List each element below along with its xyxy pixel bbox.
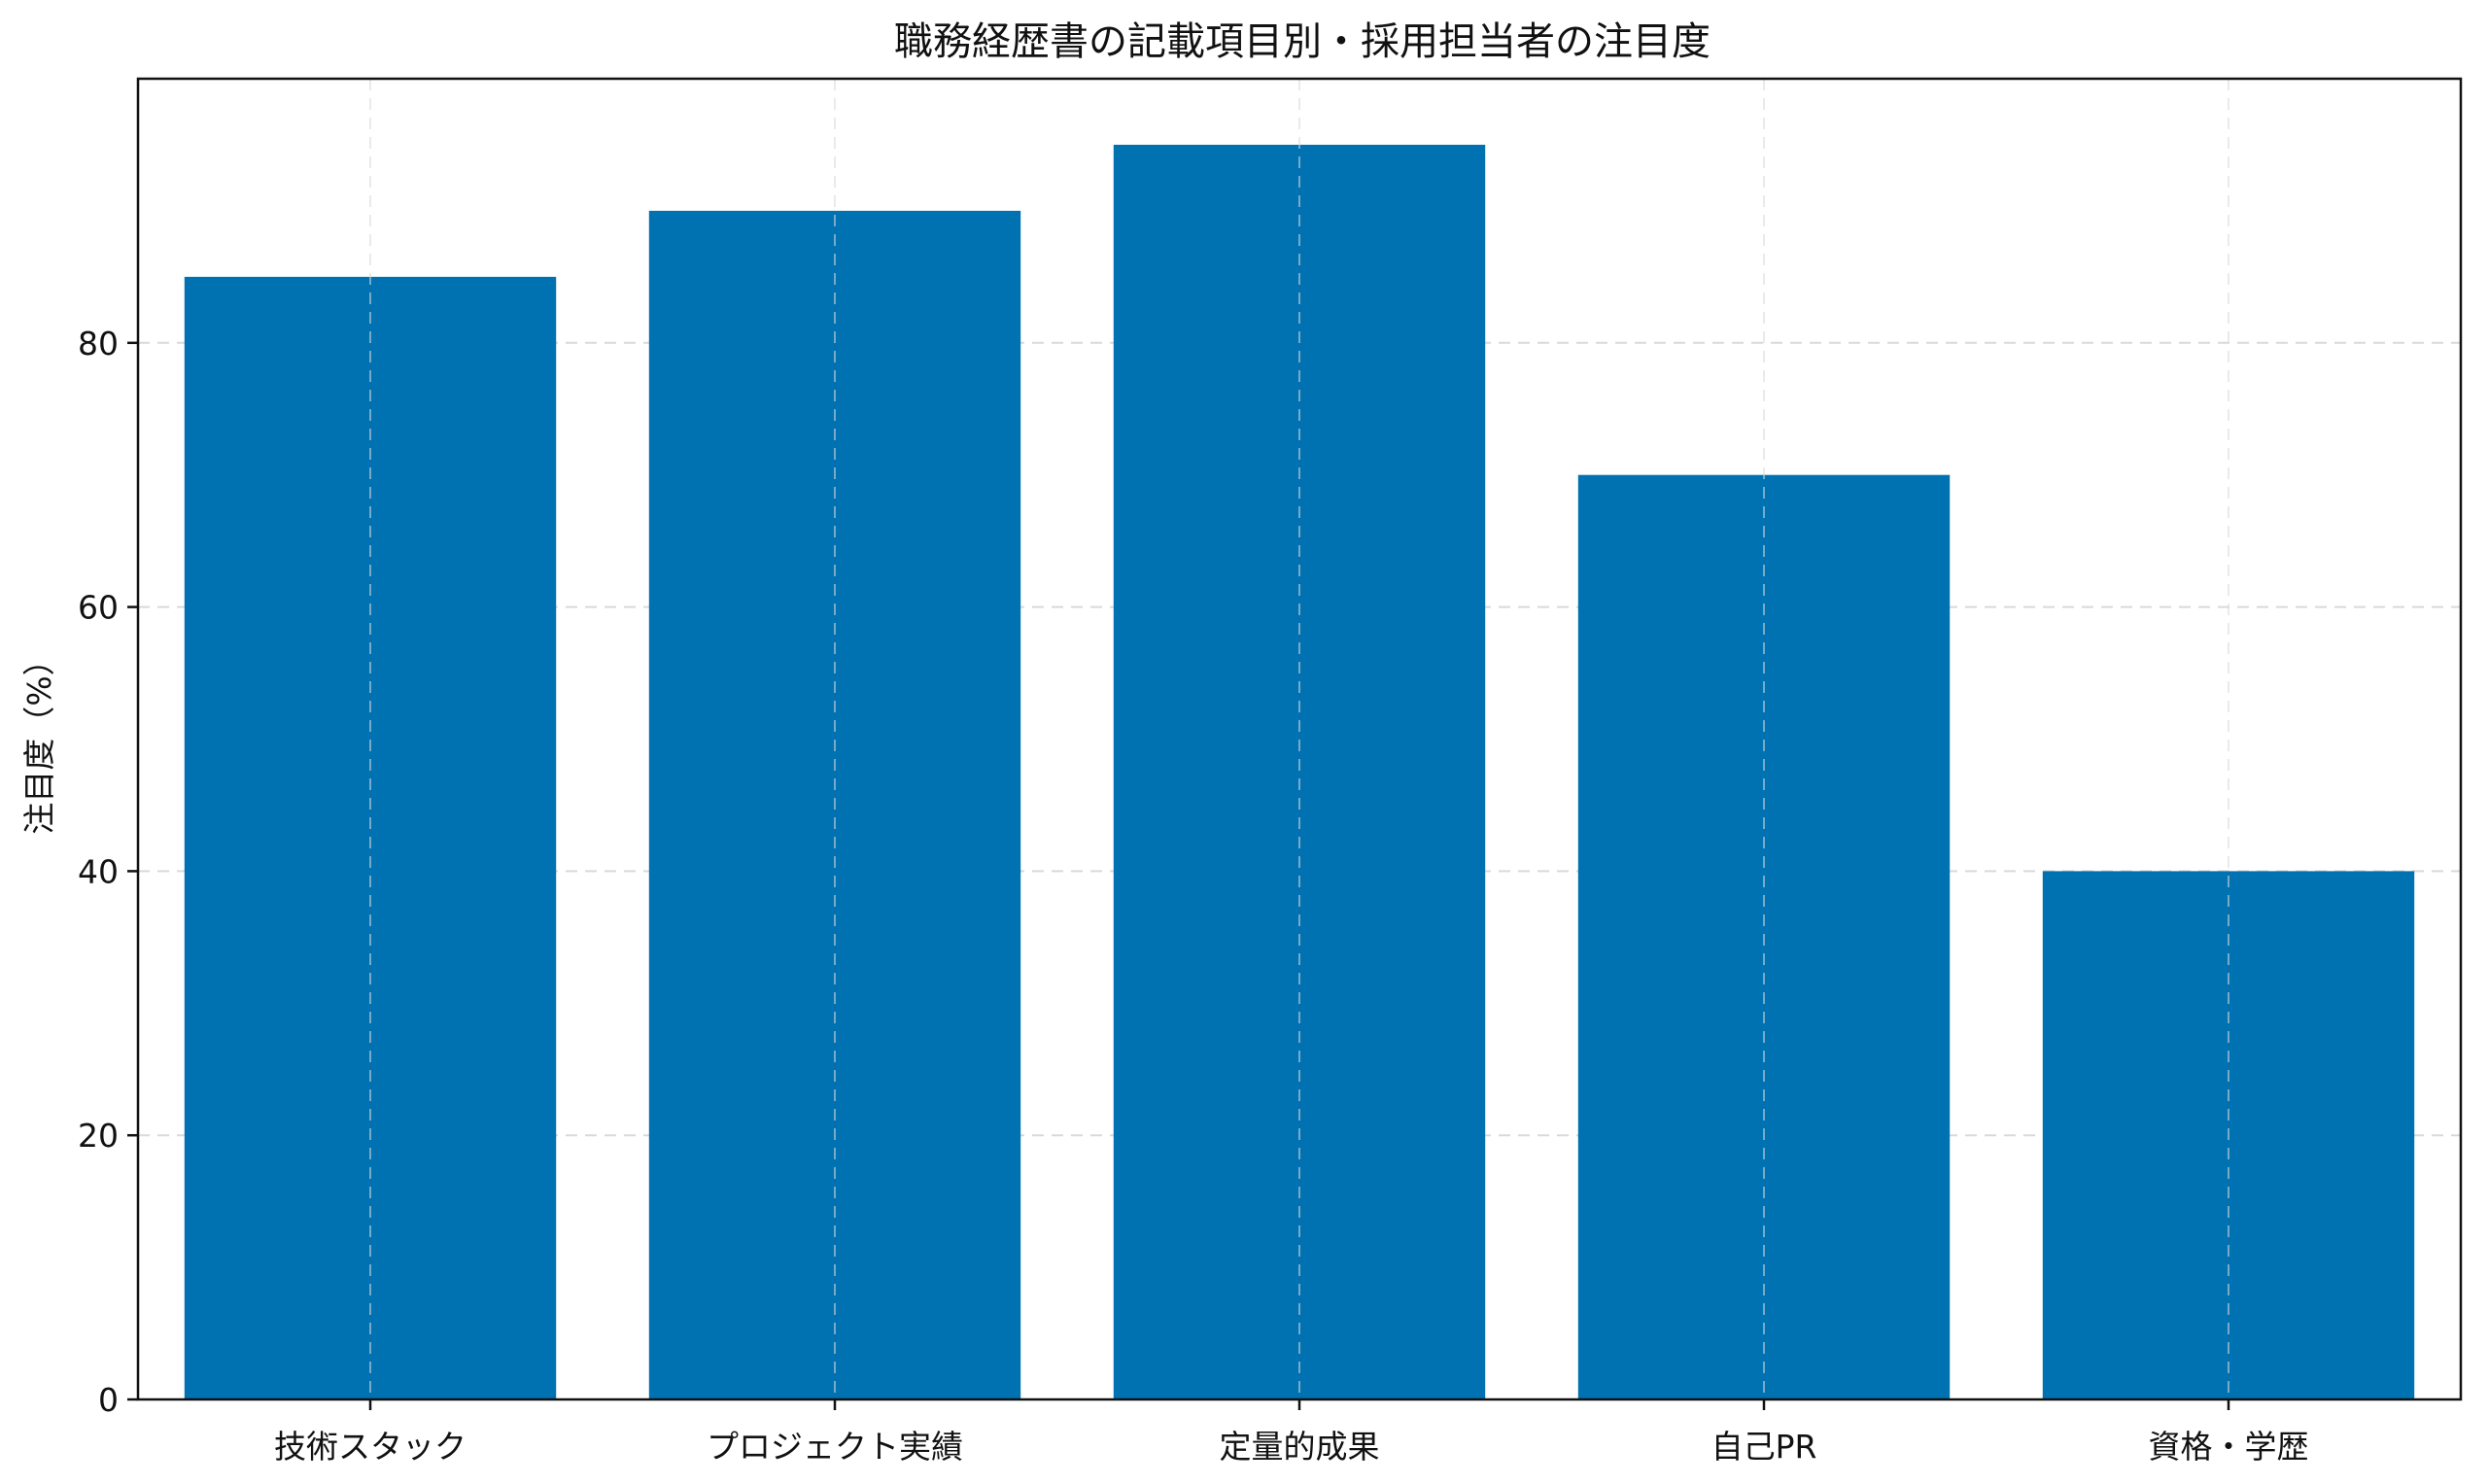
y-axis-label: 注目度（%） xyxy=(20,643,58,834)
x-tick-label-4: 資格・学歴 xyxy=(2149,1428,2309,1466)
x-tick-label-3: 自己PR xyxy=(1711,1428,1817,1466)
tick-labels: 0 20 40 60 80 技術スタック プロジェクト実績 定量的成果 自己PR 資格・学歴 xyxy=(78,325,2309,1466)
x-tick-label-2: 定量的成果 xyxy=(1220,1428,1380,1466)
bars xyxy=(184,144,2415,1400)
y-tick-label-20: 20 xyxy=(78,1117,119,1155)
chart-title: 職務経歴書の記載項目別・採用担当者の注目度 xyxy=(894,19,1710,64)
x-tick-label-1: プロジェクト実績 xyxy=(707,1428,963,1466)
axes xyxy=(127,77,2463,1410)
y-tick-label-40: 40 xyxy=(78,852,119,890)
x-tick-label-0: 技術スタック xyxy=(274,1428,466,1466)
y-tick-label-80: 80 xyxy=(78,325,119,362)
y-tick-label-60: 60 xyxy=(78,589,119,627)
y-tick-label-0: 0 xyxy=(98,1381,119,1419)
